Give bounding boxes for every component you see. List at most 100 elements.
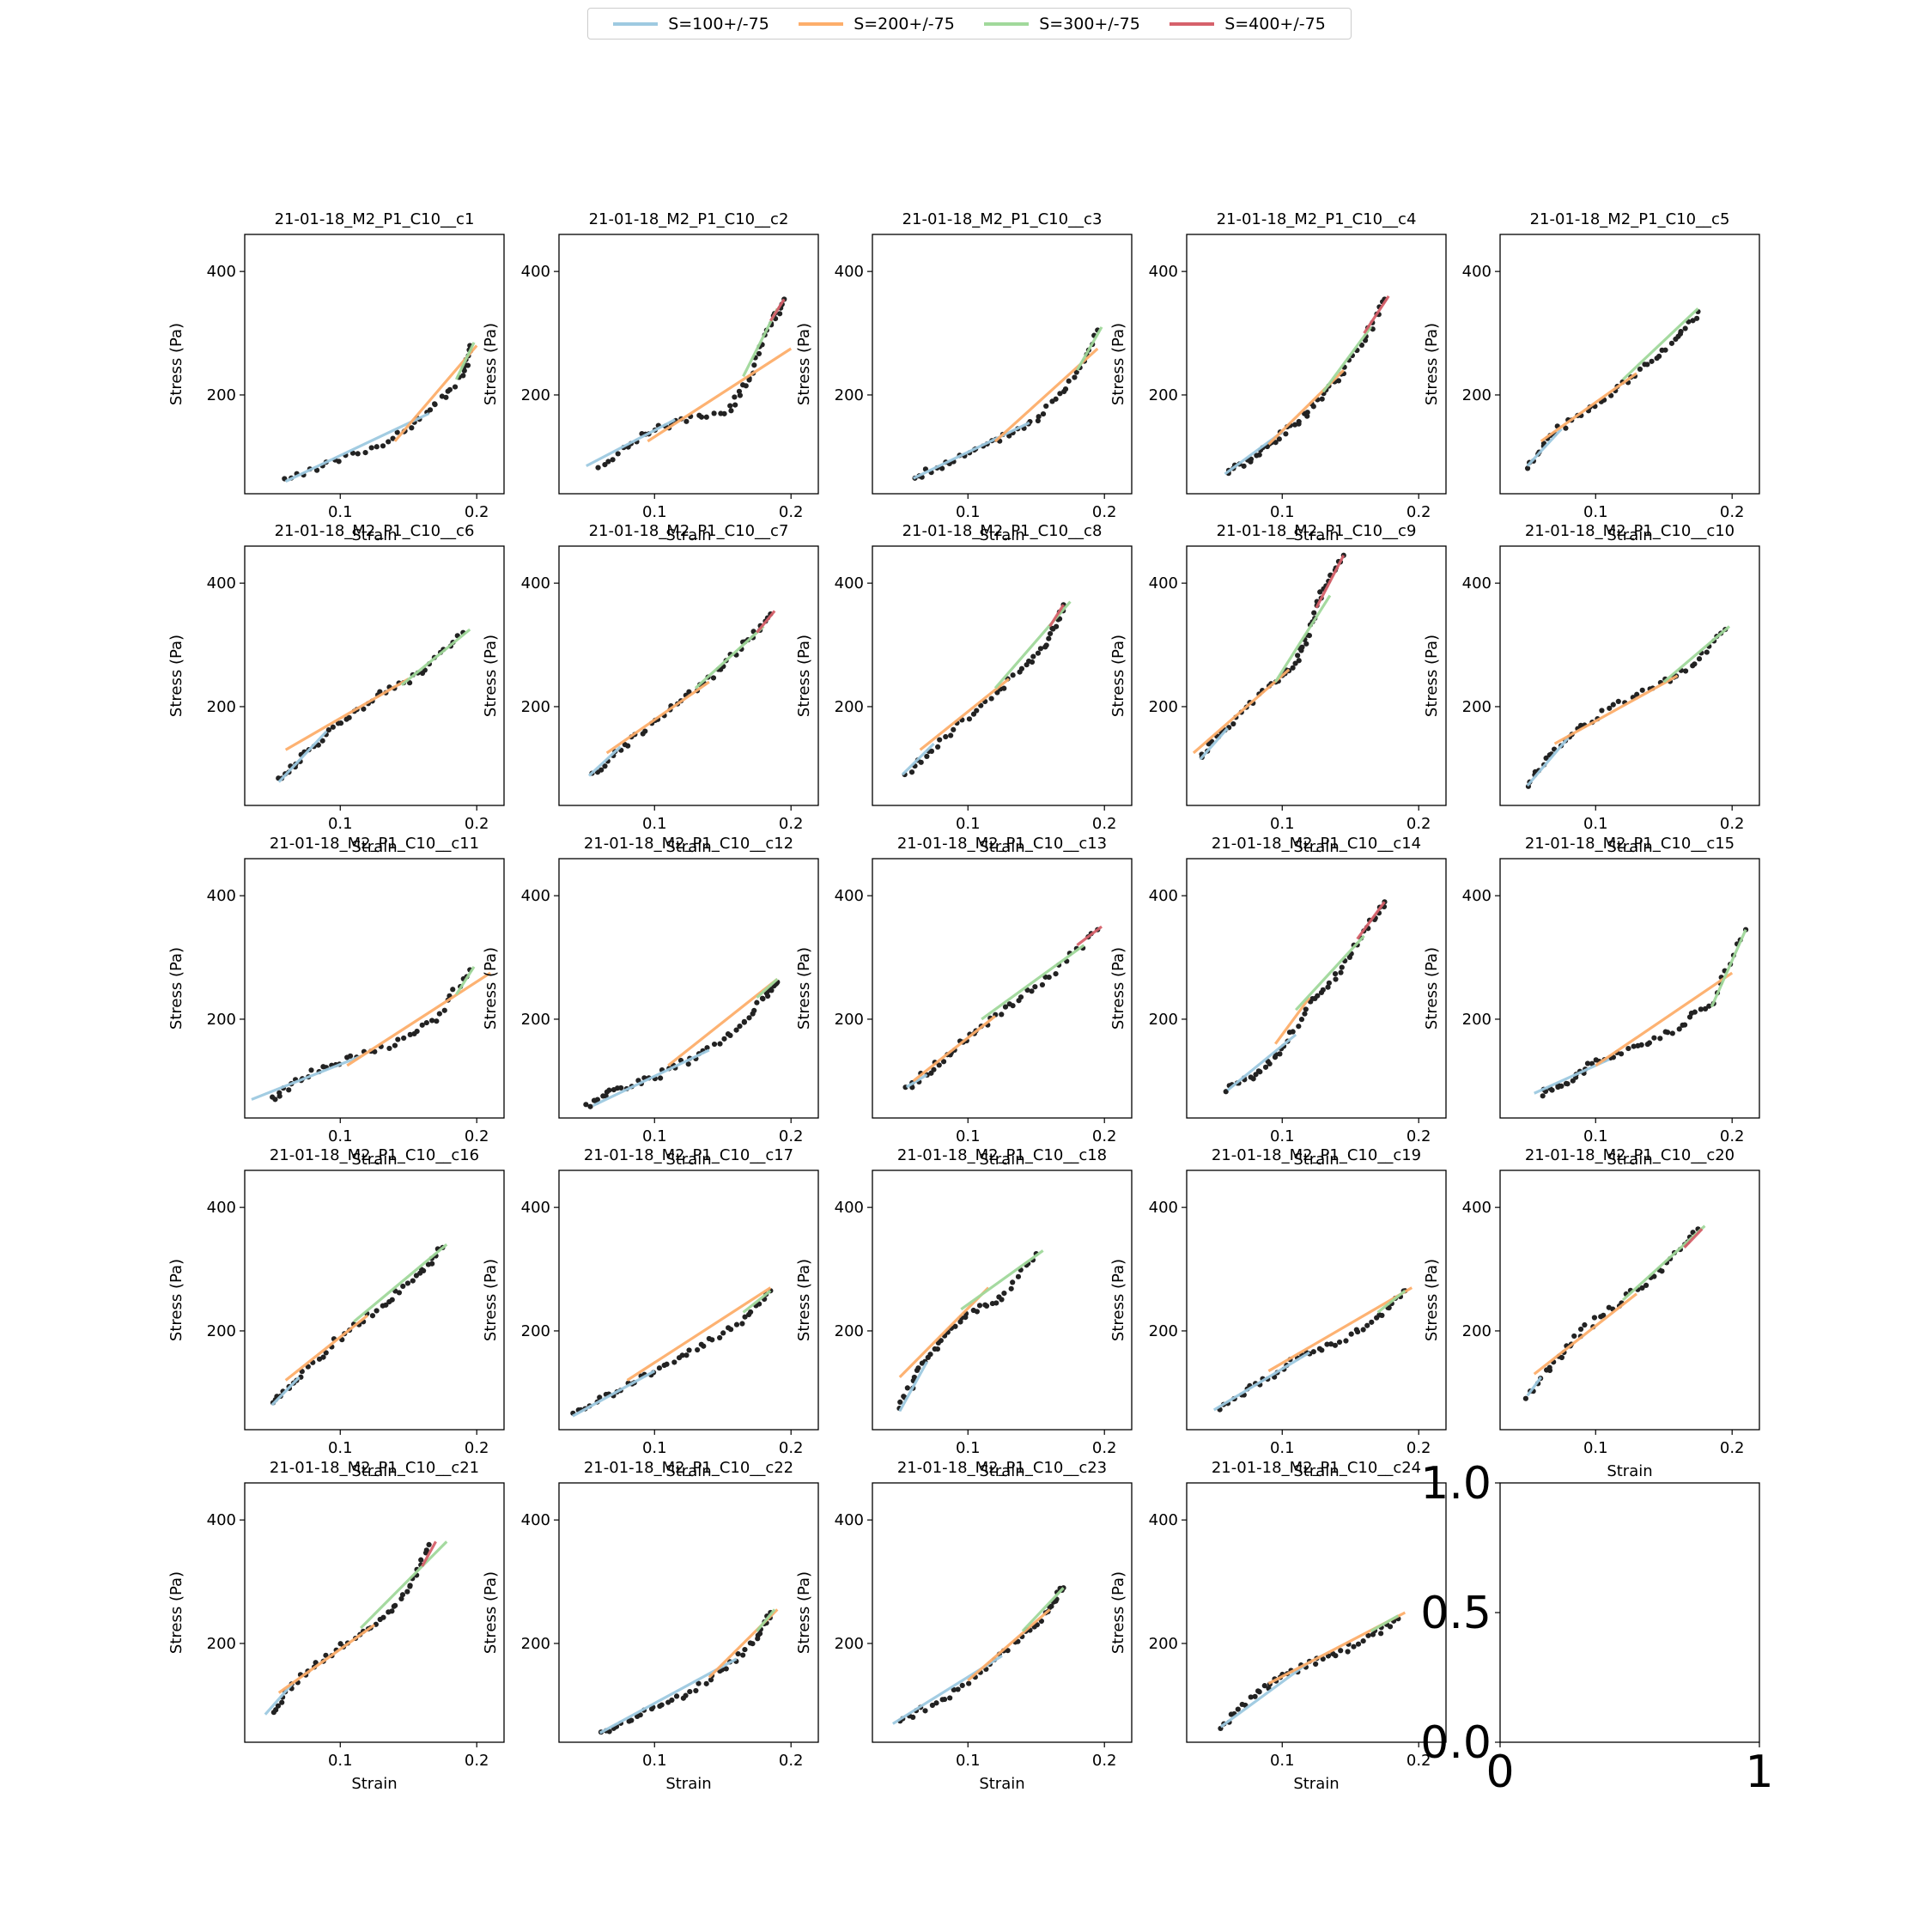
subplot-panel: 21-01-18_M2_P1_C10__c20 0.1 0.2 200 400 Strai… (1423, 1146, 1760, 1480)
y-tick-label: 400 (835, 887, 864, 905)
axes-frame (1186, 234, 1447, 495)
data-point (1332, 1342, 1339, 1348)
data-point (1665, 1030, 1671, 1036)
y-tick-label: 400 (835, 263, 864, 281)
data-point (1637, 366, 1643, 372)
data-point (1325, 984, 1331, 990)
data-point (1002, 1004, 1009, 1010)
data-point (1651, 1273, 1657, 1279)
fit-line (572, 1370, 656, 1418)
data-point (994, 690, 1000, 696)
fit-line (1273, 594, 1332, 683)
fit-line (454, 342, 476, 380)
x-axis-label: Strain (1293, 526, 1339, 544)
data-point (732, 394, 738, 400)
data-point (410, 1278, 416, 1284)
data-point (777, 311, 783, 317)
subplot-panel: 21-01-18_M2_P1_C10__c24 0.1 0.2 200 400 Strai… (1109, 1459, 1447, 1793)
x-axis-label: Strain (979, 1775, 1024, 1793)
x-tick-label: 0.2 (1406, 503, 1431, 521)
y-axis-label: Stress (Pa) (1423, 323, 1441, 405)
x-tick-label: 0.2 (1092, 1127, 1117, 1145)
data-point (1024, 987, 1030, 993)
data-point (1053, 971, 1059, 977)
data-point (313, 467, 320, 473)
x-axis-label: Strain (1293, 838, 1339, 856)
data-point (1369, 1319, 1375, 1325)
subplot-panel: 21-01-18_M2_P1_C10__c5 0.1 0.2 200 400 Strain… (1423, 210, 1760, 544)
data-point (404, 1589, 410, 1595)
data-point (610, 457, 616, 463)
y-tick-label: 1.0 (1420, 1458, 1492, 1510)
data-point (1047, 630, 1054, 637)
data-point (400, 1283, 406, 1290)
legend: S=100+/-75 S=200+/-75 S=300+/-75 S=400+/… (587, 8, 1352, 39)
y-tick-label: 200 (1149, 386, 1178, 404)
data-point (1311, 610, 1317, 616)
data-point (1310, 404, 1316, 410)
x-axis-label: Strain (351, 526, 397, 544)
data-point (1601, 1312, 1607, 1318)
x-tick-label: 0.1 (328, 1752, 353, 1770)
data-point (1582, 1321, 1588, 1328)
data-point (703, 1680, 709, 1686)
data-point (1302, 1011, 1308, 1017)
data-point (1053, 623, 1060, 629)
data-point (595, 465, 601, 471)
subplot-title: 21-01-18_M2_P1_C10__c14 (1212, 835, 1421, 853)
data-point (736, 388, 743, 394)
x-tick-label: 0.2 (779, 503, 804, 521)
data-point (394, 429, 400, 435)
subplot-title: 21-01-18_M2_P1_C10__c2 (589, 210, 789, 228)
data-point (1327, 1341, 1334, 1347)
y-tick-label: 400 (207, 574, 236, 592)
data-point (1290, 1029, 1296, 1035)
data-point (423, 1547, 429, 1553)
subplot-panel: 21-01-18_M2_P1_C10__c14 0.1 0.2 200 400 Strai… (1109, 835, 1447, 1169)
data-point (286, 1087, 292, 1093)
data-point (1355, 1641, 1362, 1647)
y-axis-label: Stress (Pa) (1423, 635, 1441, 717)
data-point (723, 1666, 729, 1672)
subplot-panel: 21-01-18_M2_P1_C10__c1 0.1 0.2 200 400 Strain… (167, 210, 505, 544)
data-point (1696, 656, 1703, 662)
fit-line (284, 677, 410, 751)
x-tick-label: 0.2 (1406, 815, 1431, 833)
fit-line (393, 344, 478, 442)
data-point (1248, 456, 1255, 462)
data-point (1558, 1083, 1564, 1090)
data-point (1657, 1036, 1663, 1042)
y-tick-label: 0.0 (1420, 1717, 1492, 1769)
x-tick-label: 0.2 (1720, 1127, 1745, 1145)
axes-frame (1186, 1170, 1447, 1431)
x-tick-label: 0 (1485, 1747, 1514, 1798)
y-tick-label: 200 (207, 386, 236, 404)
subplot-panel: 21-01-18_M2_P1_C10__c12 0.1 0.2 200 400 Strai… (482, 835, 819, 1169)
data-point (395, 1036, 401, 1042)
y-tick-label: 200 (835, 386, 864, 404)
data-point (1036, 414, 1042, 420)
data-point (315, 742, 321, 748)
data-point (1564, 1081, 1571, 1087)
data-point (389, 1608, 395, 1614)
y-tick-label: 400 (835, 1511, 864, 1529)
data-point (999, 1297, 1005, 1303)
x-axis-label: Strain (1293, 1775, 1339, 1793)
data-point (1015, 1638, 1021, 1644)
data-point (1669, 1030, 1675, 1036)
subplot-title: 21-01-18_M2_P1_C10__c9 (1217, 522, 1417, 540)
axes-frame (558, 1170, 819, 1431)
y-axis-label: Stress (Pa) (482, 947, 500, 1030)
x-tick-label: 0.1 (1270, 1439, 1295, 1457)
data-point (1315, 993, 1321, 999)
data-point (737, 1024, 743, 1030)
fit-line (960, 1249, 1044, 1311)
data-point (276, 1090, 283, 1096)
y-tick-label: 400 (521, 263, 550, 281)
data-point (374, 444, 380, 450)
data-point (698, 414, 705, 420)
x-tick-label: 0.1 (642, 503, 667, 521)
x-tick-label: 0.2 (465, 503, 489, 521)
x-axis-label: Strain (351, 1151, 397, 1169)
subplot-title: 21-01-18_M2_P1_C10__c13 (897, 835, 1107, 853)
